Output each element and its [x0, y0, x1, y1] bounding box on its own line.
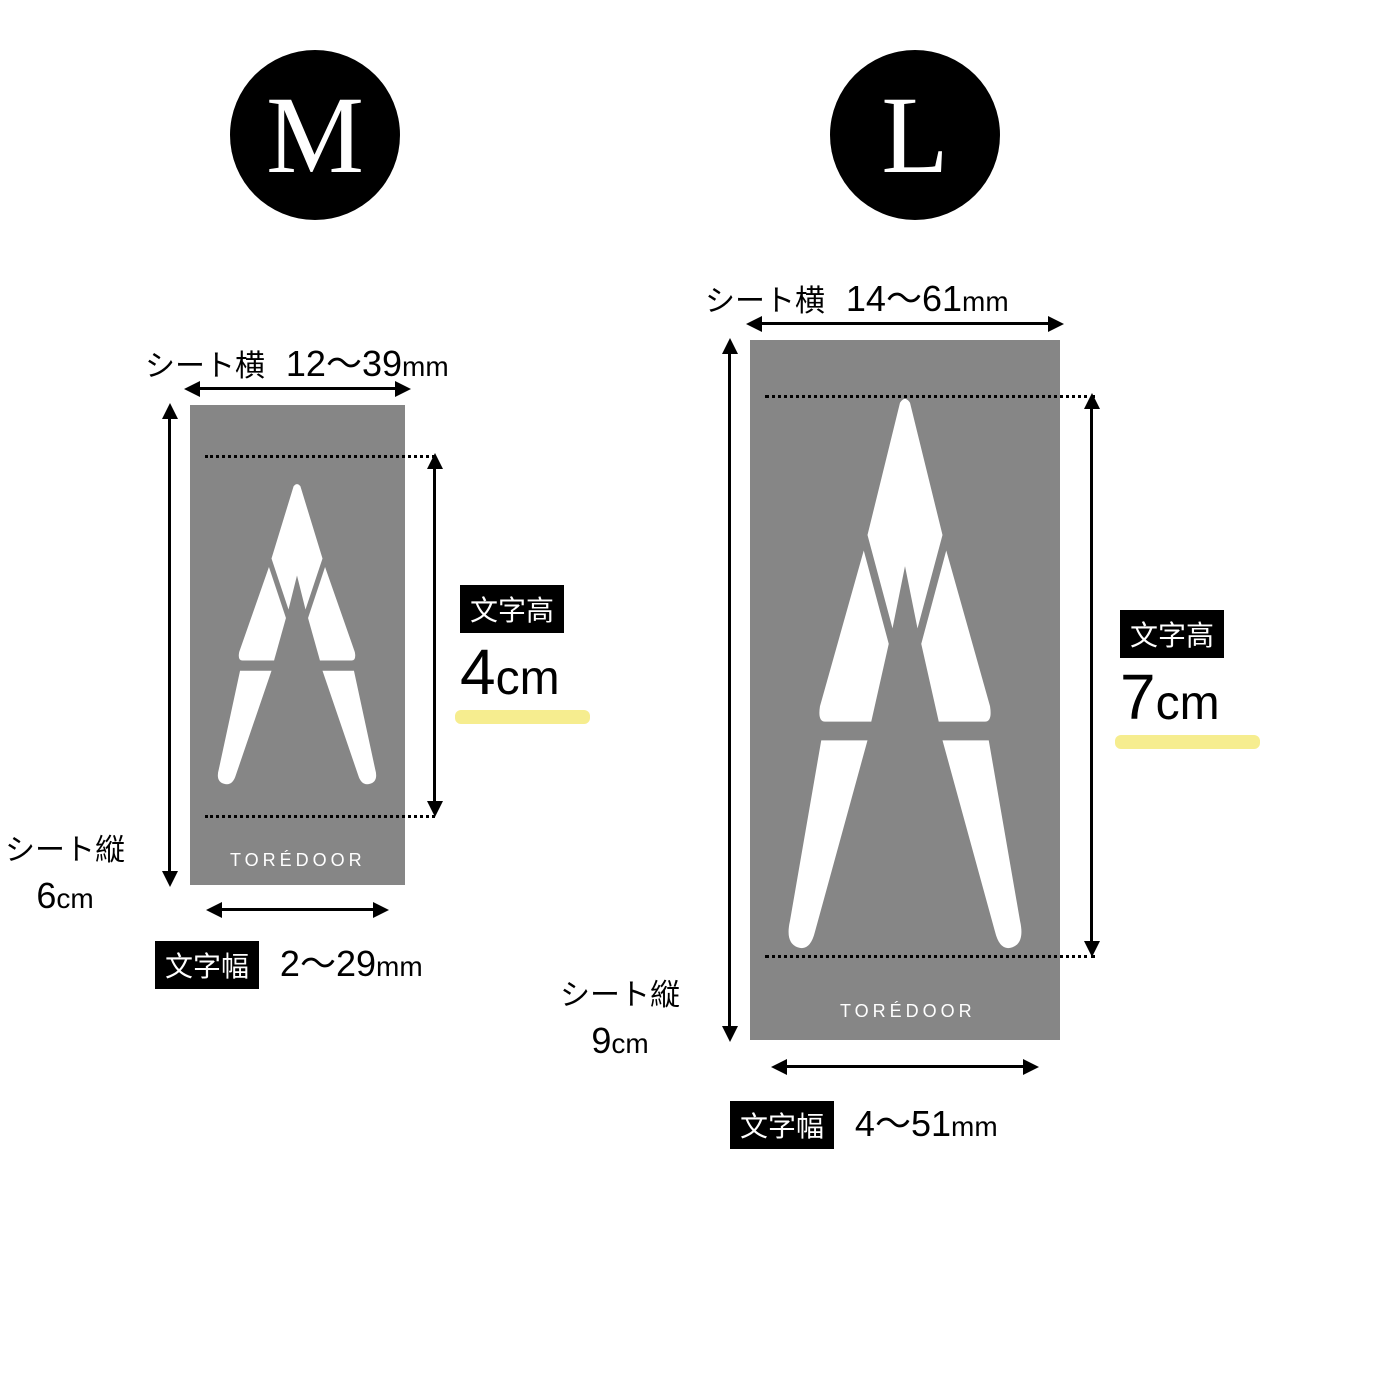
sheet-rect-m: TORÉDOOR — [190, 405, 405, 885]
sheet-width-jp: シート横 — [705, 285, 825, 318]
char-height-unit: cm — [1156, 677, 1220, 730]
size-badge-letter: M — [266, 72, 364, 199]
char-width-val: 4〜51 — [855, 1103, 951, 1144]
stencil-letter-icon — [212, 455, 382, 815]
brand-text-l: TORÉDOOR — [840, 1001, 976, 1022]
panel-l: シート横 14〜61mm TORÉDOOR 文字高 — [560, 280, 1360, 1280]
sheet-width-label-l: シート横 14〜61mm — [705, 270, 1009, 322]
dotted-bottom-l — [765, 955, 1095, 958]
char-width-label-m: 文字幅 2〜29mm — [155, 935, 423, 989]
sheet-width-jp: シート横 — [145, 350, 265, 383]
char-width-tag: 文字幅 — [730, 1101, 834, 1149]
sheet-height-val: 9 — [591, 1020, 611, 1061]
dotted-top-l — [765, 395, 1095, 398]
sheet-width-val: 14〜61 — [846, 278, 962, 319]
char-height-tag-m: 文字高 — [460, 585, 564, 633]
char-height-tag-l: 文字高 — [1120, 610, 1224, 658]
char-height-value-m: 4cm — [460, 635, 560, 709]
sheet-width-unit: mm — [402, 351, 449, 382]
char-height-num: 7 — [1120, 661, 1156, 733]
char-width-unit: mm — [376, 951, 423, 982]
char-height-value-l: 7cm — [1120, 660, 1220, 734]
char-width-unit: mm — [951, 1111, 998, 1142]
dotted-top-m — [205, 455, 435, 458]
sheet-width-unit: mm — [962, 286, 1009, 317]
size-badge-letter: L — [881, 72, 948, 199]
sheet-rect-l: TORÉDOOR — [750, 340, 1060, 1040]
size-badge-m: M — [230, 50, 400, 220]
panel-m: シート横 12〜39mm TORÉDOOR 文字高 — [65, 345, 585, 1065]
highlight-l — [1115, 735, 1260, 749]
size-badge-l: L — [830, 50, 1000, 220]
sheet-width-label-m: シート横 12〜39mm — [145, 335, 449, 387]
sheet-height-val: 6 — [36, 875, 56, 916]
brand-text-m: TORÉDOOR — [230, 850, 366, 871]
sheet-height-label-m: シート縦 6cm — [5, 825, 125, 917]
sheet-height-unit: cm — [611, 1028, 648, 1059]
sheet-height-jp: シート縦 — [5, 825, 125, 869]
char-height-num: 4 — [460, 636, 496, 708]
sheet-width-val: 12〜39 — [286, 343, 402, 384]
char-height-tag-text: 文字高 — [1120, 610, 1224, 658]
char-height-tag-text: 文字高 — [460, 585, 564, 633]
char-width-label-l: 文字幅 4〜51mm — [730, 1095, 998, 1149]
sheet-height-jp: シート縦 — [560, 970, 680, 1014]
char-width-tag: 文字幅 — [155, 941, 259, 989]
stencil-letter-icon — [780, 395, 1030, 955]
dotted-bottom-m — [205, 815, 435, 818]
sheet-height-label-l: シート縦 9cm — [560, 970, 680, 1062]
sheet-height-unit: cm — [56, 883, 93, 914]
char-width-val: 2〜29 — [280, 943, 376, 984]
char-height-unit: cm — [496, 652, 560, 705]
